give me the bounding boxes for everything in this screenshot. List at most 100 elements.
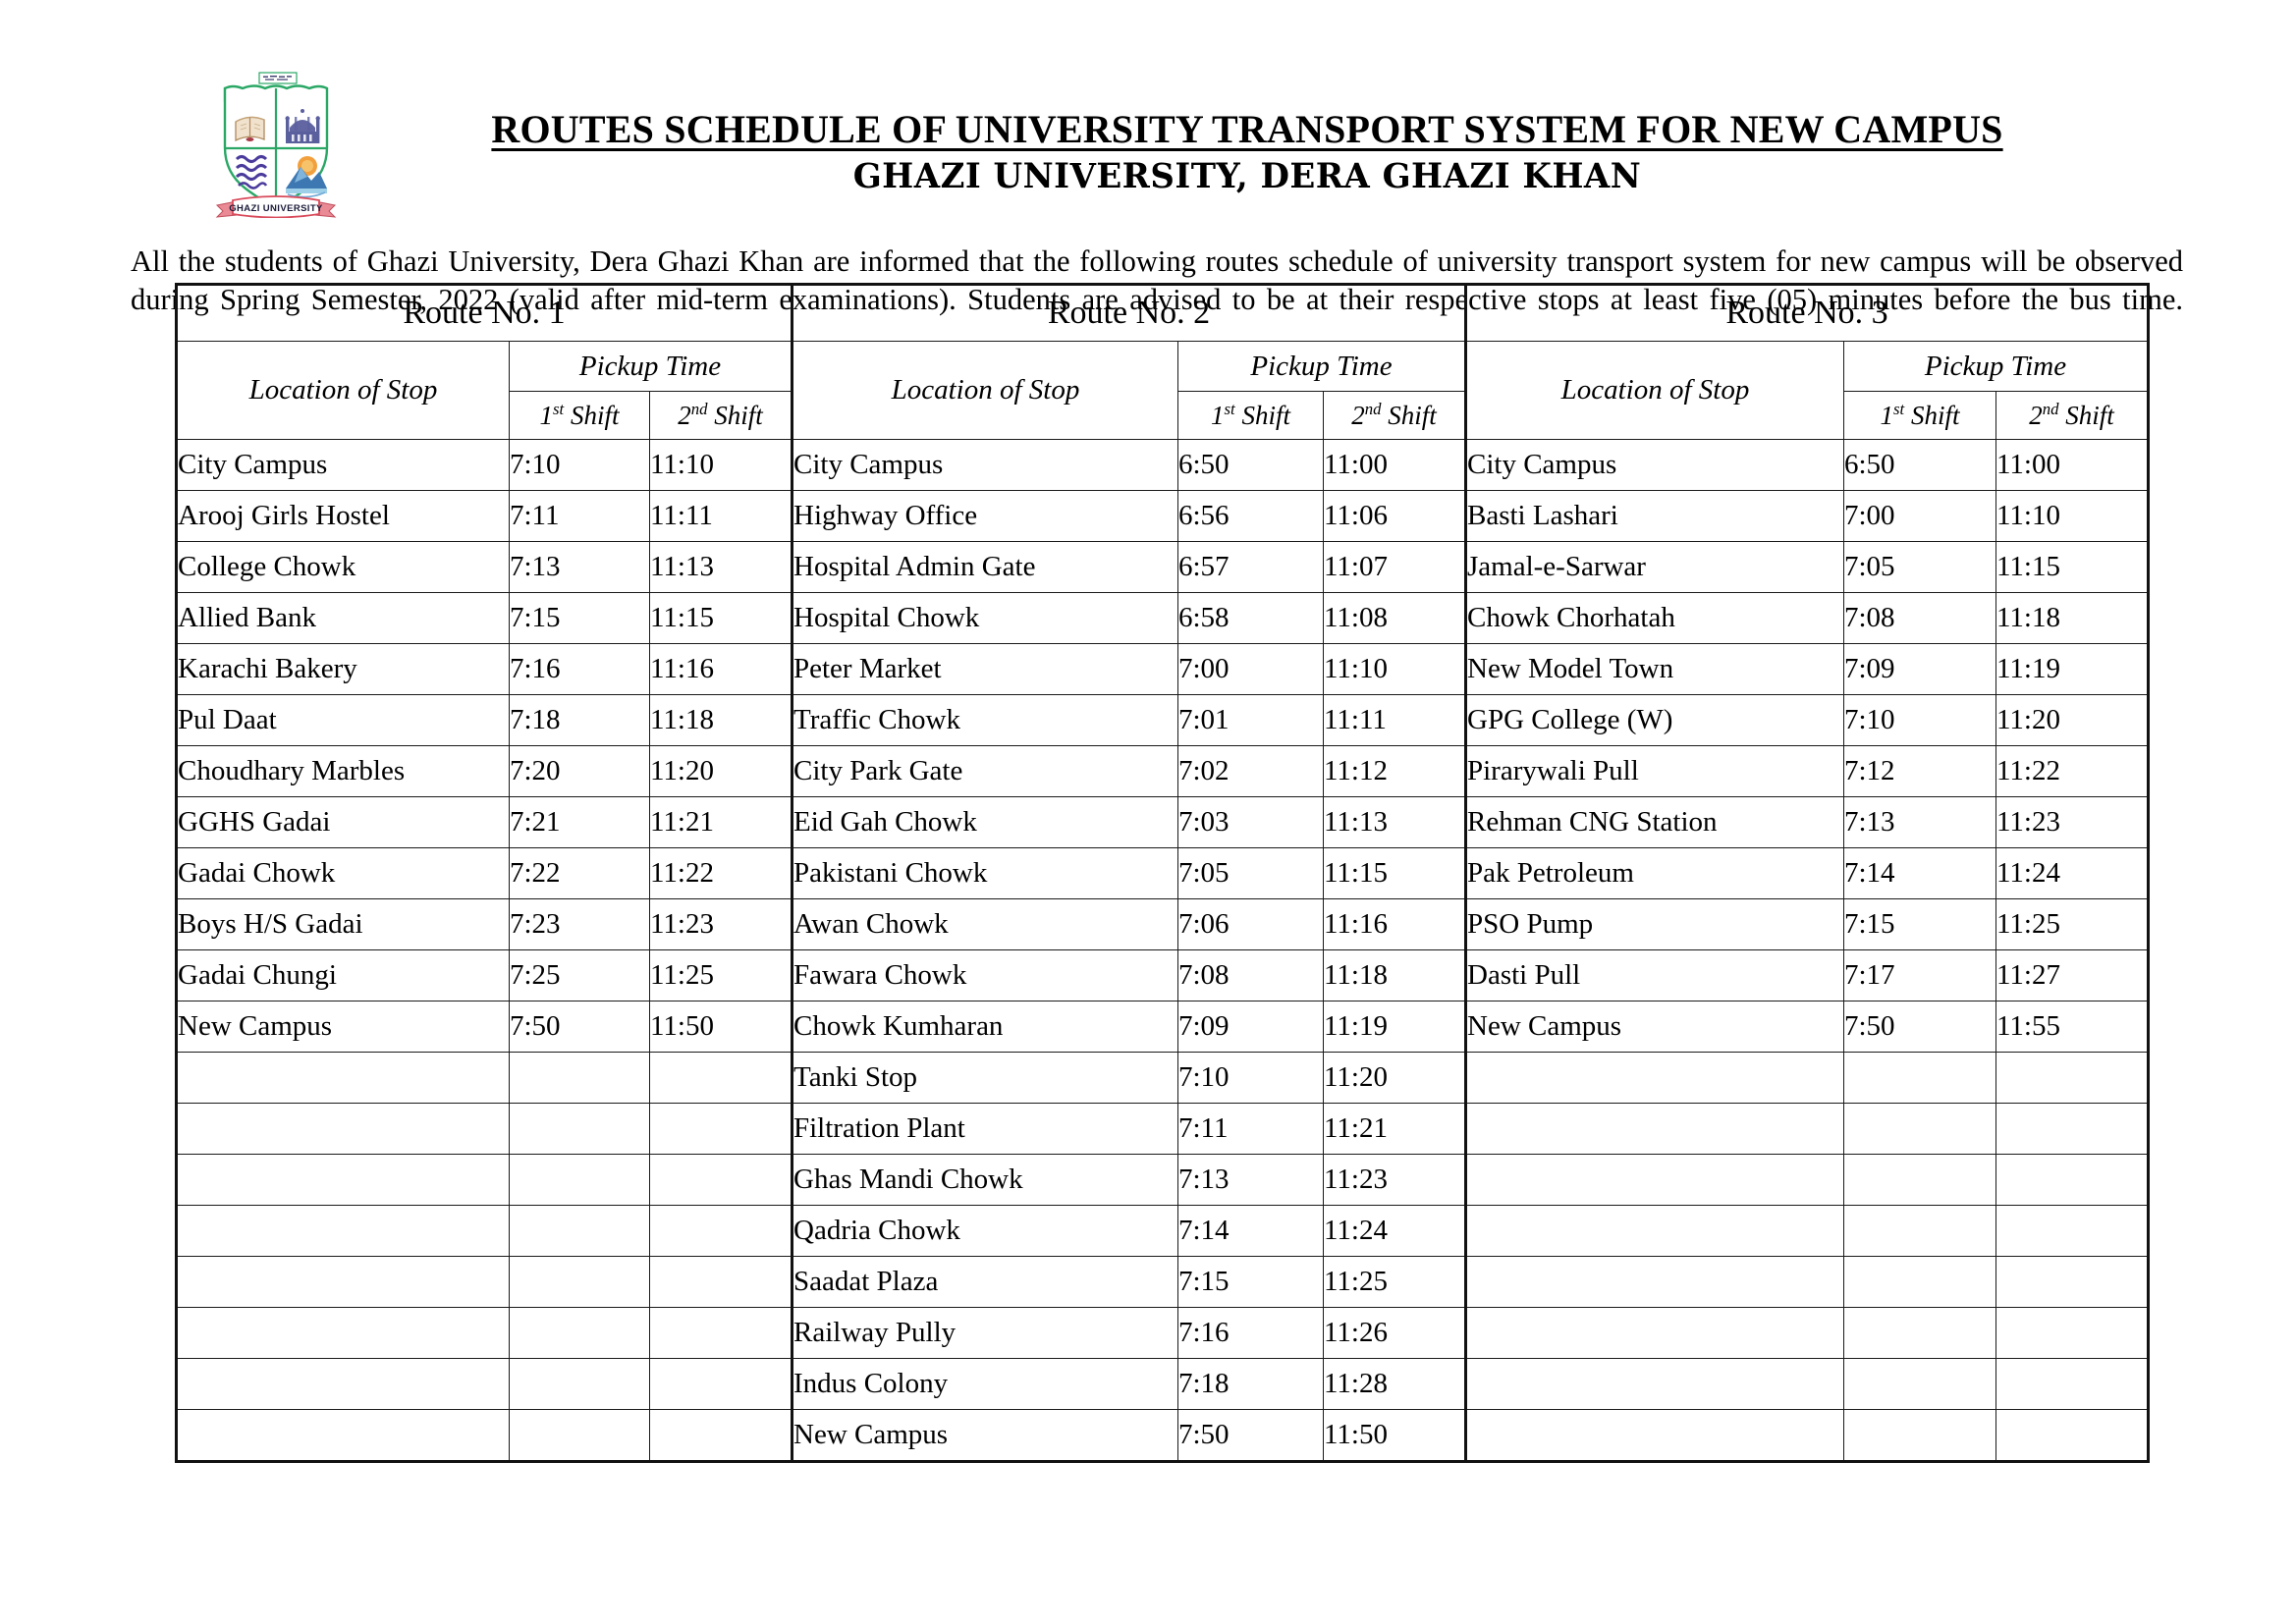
stop-name: GPG College (W) [1464,694,1844,746]
route-title-row: Route No. 1 Route No. 2 Route No. 3 [176,284,2149,342]
table-row: College Chowk 7:13 11:13 Hospital Admin Gat… [176,541,2149,593]
stop-name: Boys H/S Gadai [176,898,510,950]
stop-shift1-time: 7:13 [1177,1154,1324,1206]
stop-name: College Chowk [176,541,510,593]
stop-name: Basti Lashari [1464,490,1844,542]
empty-cell [1843,1052,1996,1104]
stop-shift2-time: 11:16 [1323,898,1466,950]
stop-shift2-time: 11:20 [649,745,793,797]
table-row: Railway Pully 7:16 11:26 [176,1307,2149,1359]
stop-name: Gadai Chowk [176,847,510,899]
empty-cell [1464,1052,1844,1104]
stop-name: Rehman CNG Station [1464,796,1844,848]
stop-shift2-time: 11:15 [649,592,793,644]
stop-shift2-time: 11:11 [649,490,793,542]
stop-shift1-time: 7:17 [1843,949,1996,1001]
stop-shift2-time: 11:00 [1323,439,1466,491]
empty-cell [1464,1256,1844,1308]
stop-name: Chowk Kumharan [791,1001,1178,1053]
stop-shift2-time: 11:26 [1323,1307,1466,1359]
empty-cell [176,1256,510,1308]
empty-cell [176,1358,510,1410]
stop-shift1-time: 7:11 [509,490,650,542]
stop-shift1-time: 7:13 [509,541,650,593]
stop-name: Allied Bank [176,592,510,644]
stop-shift2-time: 11:10 [1995,490,2149,542]
stop-shift1-time: 7:15 [1843,898,1996,950]
stop-name: Pul Daat [176,694,510,746]
stop-shift1-time: 7:15 [1177,1256,1324,1308]
stop-name: New Campus [176,1001,510,1053]
table-row: Qadria Chowk 7:14 11:24 [176,1205,2149,1257]
stop-name: Awan Chowk [791,898,1178,950]
stop-shift1-time: 7:20 [509,745,650,797]
stop-shift1-time: 7:14 [1177,1205,1324,1257]
stop-shift2-time: 11:28 [1323,1358,1466,1410]
stop-shift1-time: 6:56 [1177,490,1324,542]
stop-shift1-time: 7:00 [1843,490,1996,542]
table-row: Karachi Bakery 7:16 11:16 Peter Market 7:00 1… [176,643,2149,695]
stop-name: City Campus [176,439,510,491]
title-block: ROUTES SCHEDULE OF UNIVERSITY TRANSPORT … [295,107,2200,196]
stop-name: Fawara Chowk [791,949,1178,1001]
empty-cell [1464,1307,1844,1359]
table-row: Tanki Stop 7:10 11:20 [176,1052,2149,1104]
empty-cell [509,1154,650,1206]
table-row: Gadai Chungi 7:25 11:25 Fawara Chowk 7:08 11:… [176,949,2149,1001]
stop-name: City Campus [791,439,1178,491]
page-title: ROUTES SCHEDULE OF UNIVERSITY TRANSPORT … [491,107,2003,151]
empty-cell [1843,1103,1996,1155]
stop-shift2-time: 11:23 [649,898,793,950]
route-3-pickup-header: Pickup Time [1843,341,2149,392]
empty-cell [1995,1358,2149,1410]
stop-name: New Campus [1464,1001,1844,1053]
routes-schedule-table-wrapper: Route No. 1 Route No. 2 Route No. 3 Loca… [175,283,2150,1463]
stop-shift2-time: 11:18 [1995,592,2149,644]
stop-shift1-time: 7:03 [1177,796,1324,848]
stop-shift2-time: 11:18 [1323,949,1466,1001]
table-row: New Campus 7:50 11:50 [176,1409,2149,1462]
stop-shift2-time: 11:23 [1995,796,2149,848]
stop-name: Choudhary Marbles [176,745,510,797]
table-body: City Campus 7:10 11:10 City Campus 6:50 11:00… [176,439,2149,1462]
routes-schedule-table: Route No. 1 Route No. 2 Route No. 3 Loca… [175,283,2150,1463]
empty-cell [1995,1103,2149,1155]
empty-cell [1995,1256,2149,1308]
stop-shift2-time: 11:10 [1323,643,1466,695]
stop-shift1-time: 7:06 [1177,898,1324,950]
stop-name: Arooj Girls Hostel [176,490,510,542]
empty-cell [509,1052,650,1104]
stop-shift1-time: 7:18 [1177,1358,1324,1410]
route-3-shift1-header: 1st Shift [1843,391,1996,440]
stop-shift2-time: 11:24 [1323,1205,1466,1257]
stop-shift1-time: 7:02 [1177,745,1324,797]
table-row: Saadat Plaza 7:15 11:25 [176,1256,2149,1308]
stop-shift1-time: 7:08 [1843,592,1996,644]
stop-shift1-time: 7:05 [1843,541,1996,593]
empty-cell [176,1103,510,1155]
empty-cell [176,1052,510,1104]
stop-shift1-time: 7:50 [509,1001,650,1053]
empty-cell [1464,1154,1844,1206]
stop-shift1-time: 7:50 [1177,1409,1324,1462]
stop-shift2-time: 11:22 [1995,745,2149,797]
stop-shift2-time: 11:24 [1995,847,2149,899]
stop-shift2-time: 11:13 [1323,796,1466,848]
page-subtitle: GHAZI UNIVERSITY, DERA GHAZI KHAN [852,155,1642,196]
stop-shift1-time: 6:50 [1843,439,1996,491]
stop-shift2-time: 11:15 [1995,541,2149,593]
stop-shift2-time: 11:12 [1323,745,1466,797]
stop-shift2-time: 11:23 [1323,1154,1466,1206]
empty-cell [1995,1052,2149,1104]
ghazi-university-crest-logo: GHAZI UNIVERSITY [203,71,349,218]
stop-shift1-time: 7:16 [1177,1307,1324,1359]
empty-cell [509,1358,650,1410]
empty-cell [1995,1409,2149,1462]
stop-shift2-time: 11:13 [649,541,793,593]
stop-shift2-time: 11:25 [1323,1256,1466,1308]
svg-text:GHAZI UNIVERSITY: GHAZI UNIVERSITY [229,203,323,214]
empty-cell [1464,1103,1844,1155]
empty-cell [1464,1409,1844,1462]
empty-cell [509,1409,650,1462]
route-1-shift1-header: 1st Shift [509,391,650,440]
